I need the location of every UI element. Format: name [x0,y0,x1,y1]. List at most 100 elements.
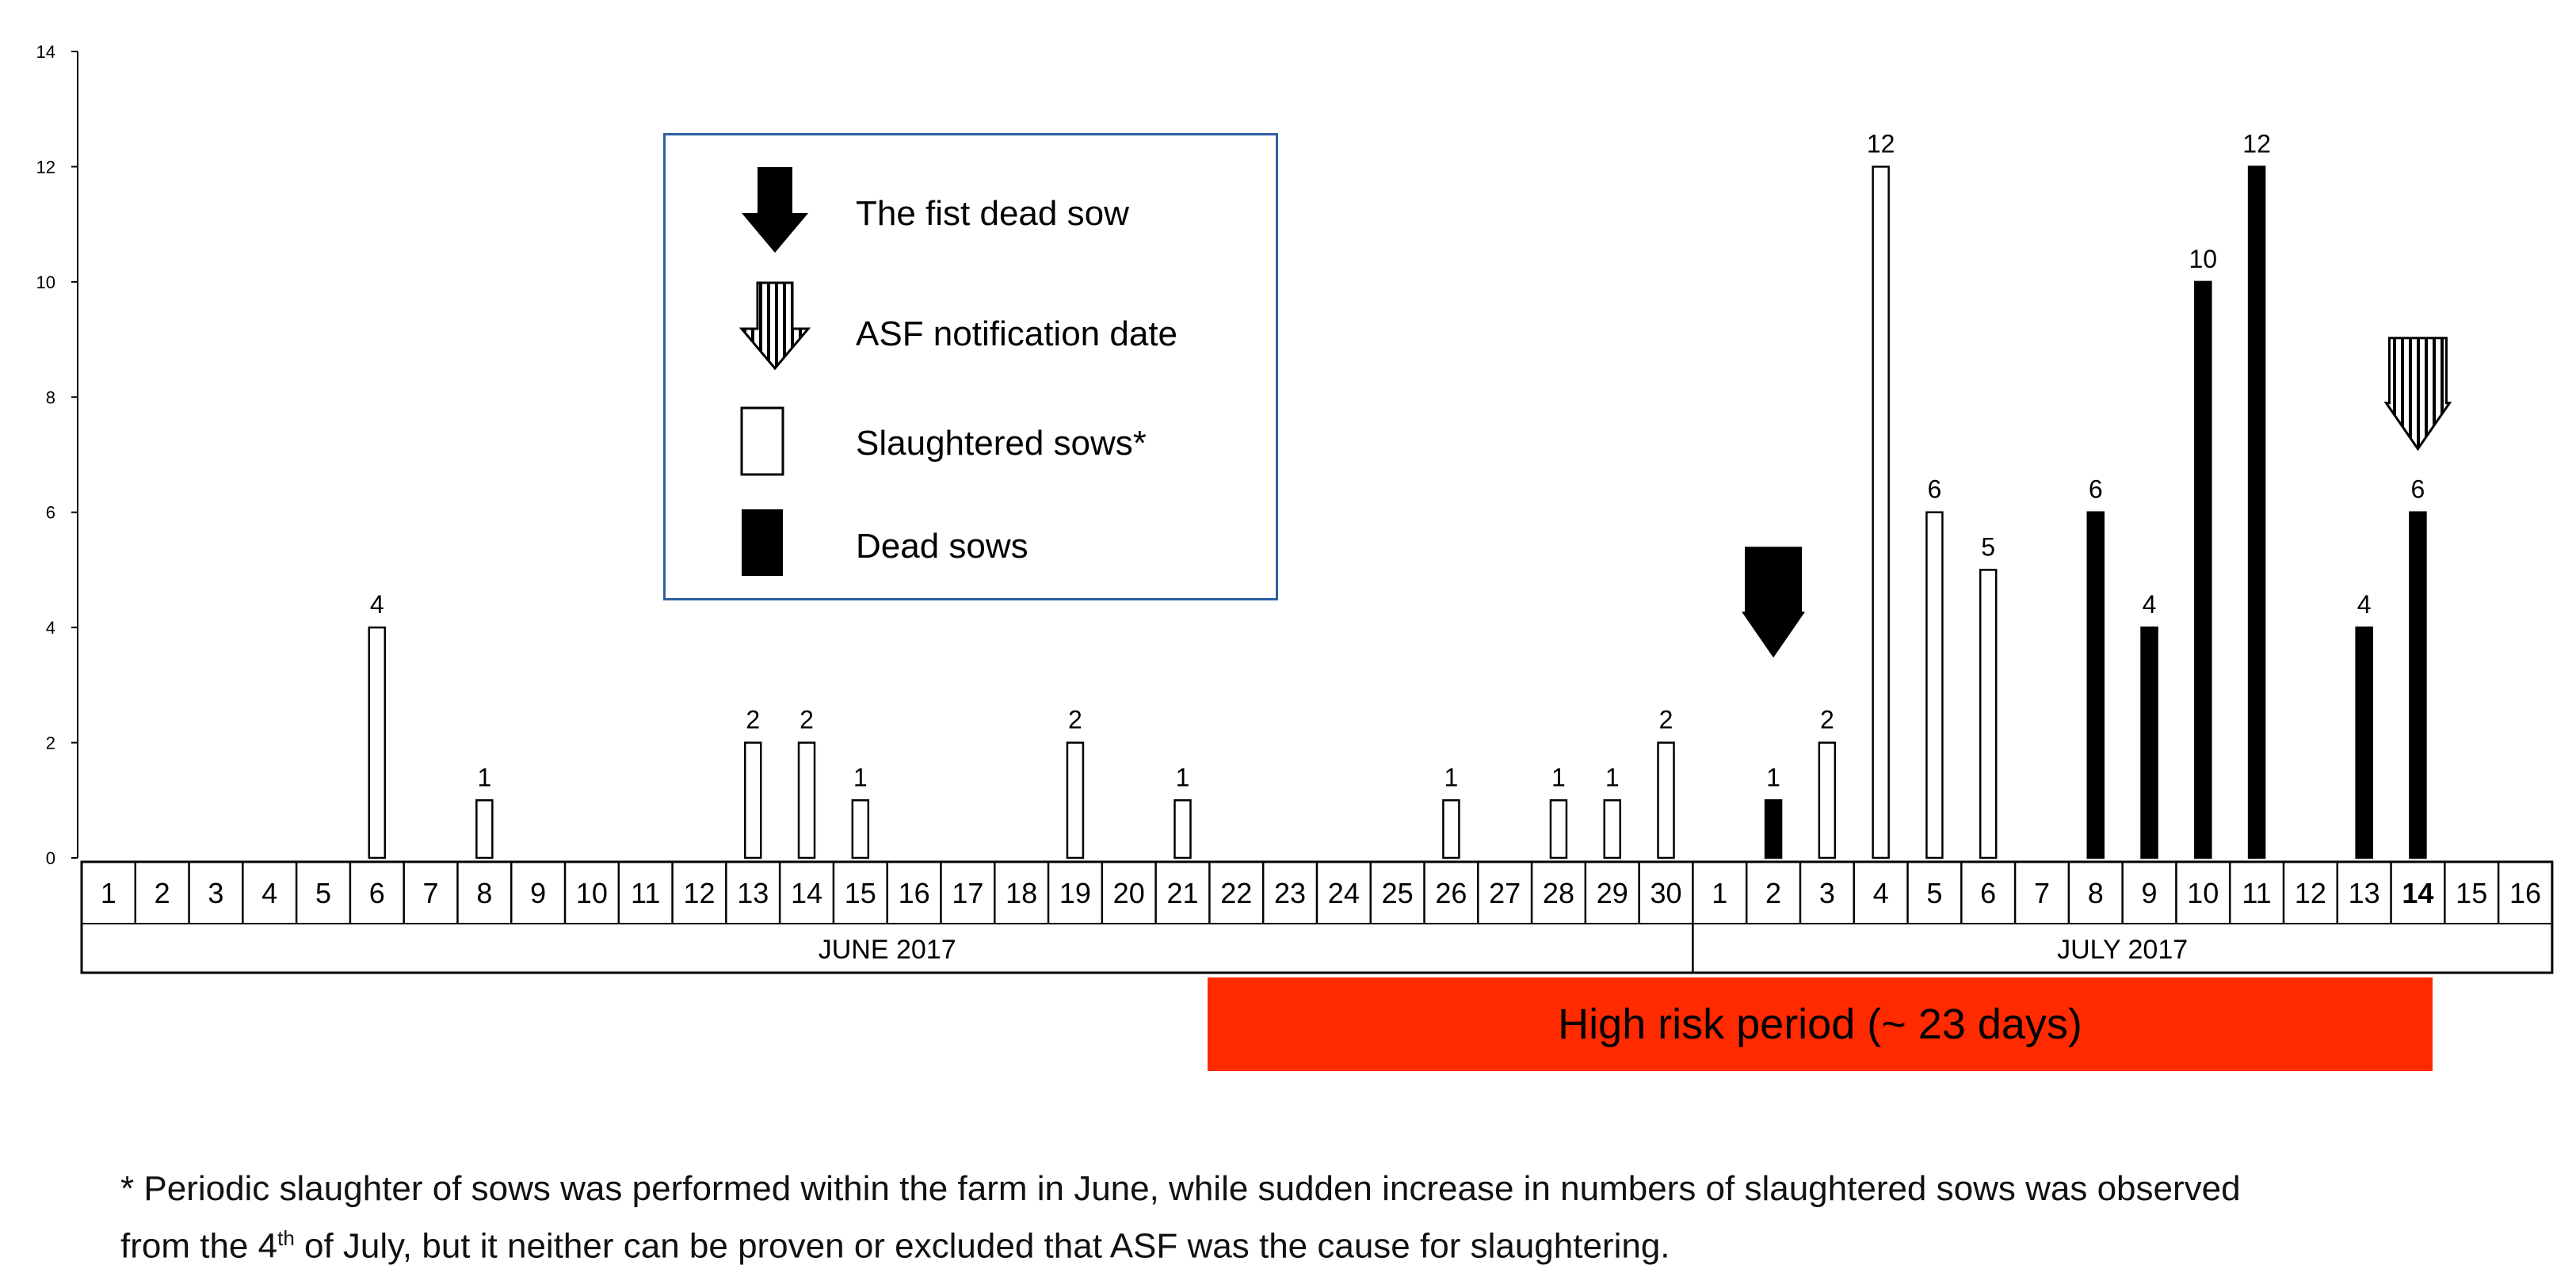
day-label: 7 [423,877,439,909]
day-table: 1 2 3 4 5 6 7 8 9 10 11 12 13 14 15 16 17 18 19 20 21 22 23 24 2… [80,860,2554,974]
day-label: 18 [1006,877,1037,909]
footnote-superscript: th [277,1226,295,1250]
day-label: 16 [899,877,930,909]
arrow-markers [1742,337,2452,658]
day-label: 13 [2349,877,2380,909]
day-label: 17 [952,877,983,909]
day-label: 2 [155,877,170,909]
slaughtered-sows-bar [1174,799,1192,859]
slaughtered-sows-bar [1872,166,1890,859]
slaughtered-sows-bar [1925,511,1944,859]
slaughtered-sows-bar [744,741,762,859]
dead-sows-bar [2140,626,2158,859]
legend-item-dead-sows: Dead sows [666,500,1276,595]
y-tick-label: 10 [36,272,55,292]
footnote-line-2: from the 4th of July, but it neither can… [120,1214,2545,1271]
bar-value-label: 1 [1551,763,1566,791]
day-label: 9 [530,877,546,909]
day-label: 7 [2034,877,2050,909]
y-tick-label: 8 [46,387,55,407]
day-label: 4 [261,877,277,909]
day-label: 14 [2402,877,2433,909]
day-label: 9 [2142,877,2158,909]
bar-value-label: 4 [2357,590,2372,619]
day-label: 15 [2456,877,2487,909]
day-label: 1 [101,877,116,909]
day-label: 6 [1980,877,1996,909]
dead-sows-bar [2247,166,2266,859]
day-label: 3 [208,877,223,909]
y-tick-label: 6 [46,503,55,523]
day-label: 20 [1113,877,1145,909]
day-label: 21 [1166,877,1198,909]
slaughtered-sows-bar [1066,741,1085,859]
dead-sows-bar [2409,511,2427,859]
bar-value-label: 6 [2089,475,2103,504]
footnote-line-2-end: of July, but it neither can be proven or… [294,1226,1670,1266]
y-tick-label: 0 [46,848,55,868]
slaughtered-sows-bar [1442,799,1460,859]
day-label: 12 [2295,877,2326,909]
legend-item-asf-notification: ASF notification date [666,280,1276,375]
day-label: 10 [576,877,608,909]
day-label: 3 [1819,877,1835,909]
bar-value-label: 12 [2242,129,2271,158]
slaughtered-sows-bar [368,626,387,859]
solid-bar-icon [742,509,783,576]
day-label: 27 [1489,877,1521,909]
legend-label: ASF notification date [856,314,1178,353]
month-label: JULY 2017 [2057,935,2188,965]
day-label: 26 [1435,877,1467,909]
day-label: 6 [369,877,385,909]
y-axis: 0 2 4 6 8 10 12 14 [36,42,78,868]
slaughtered-sows-bar [1603,799,1621,859]
day-label: 14 [791,877,822,909]
slaughtered-sows-bar [851,799,870,859]
slaughtered-sows-bar [1549,799,1568,859]
high-risk-period-bar: High risk period (~ 23 days) [1208,977,2433,1071]
day-label: 13 [737,877,769,909]
day-label: 12 [683,877,715,909]
y-tick-label: 14 [36,42,55,62]
day-label: 10 [2187,877,2219,909]
legend-label: Slaughtered sows* [856,424,1147,463]
bar-value-label: 4 [2143,590,2157,619]
legend: The fist dead sow ASF notification date … [663,133,1278,600]
striped-down-arrow-icon [2383,337,2452,452]
day-label: 15 [845,877,876,909]
day-label: 19 [1059,877,1091,909]
slaughtered-sows-bar [475,799,494,859]
day-label: 2 [1765,877,1781,909]
dead-sows-bar [2355,626,2373,859]
dead-sows-bar [1764,799,1783,859]
day-label: 29 [1597,877,1628,909]
solid-down-arrow-icon [1742,547,1806,658]
bar-value-label: 1 [1444,763,1458,791]
bar-value-label: 2 [746,706,760,734]
day-label: 11 [631,877,660,909]
bar-value-label: 12 [1867,129,1895,158]
bar-value-label: 5 [1981,532,1995,561]
day-label: 8 [476,877,492,909]
bar-value-label: 2 [1659,706,1673,734]
day-label: 23 [1274,877,1306,909]
legend-item-slaughtered-sows: Slaughtered sows* [666,397,1276,492]
day-label: 22 [1220,877,1252,909]
dead-sows-bar [2086,511,2105,859]
day-label: 28 [1543,877,1574,909]
solid-down-arrow-icon [742,167,808,253]
dead-sows-bar [2194,280,2212,859]
bar-value-label: 4 [370,590,384,619]
slaughtered-sows-bar [1657,741,1675,859]
footnote: * Periodic slaughter of sows was perform… [120,1164,2545,1271]
day-label: 4 [1873,877,1889,909]
y-tick-label: 2 [46,734,55,753]
day-label: 5 [315,877,331,909]
legend-label: Dead sows [856,527,1028,566]
bar-value-label: 1 [1766,763,1780,791]
bar-value-label: 6 [1928,475,1942,504]
bar-value-label: 2 [1820,706,1834,734]
day-label: 5 [1926,877,1942,909]
